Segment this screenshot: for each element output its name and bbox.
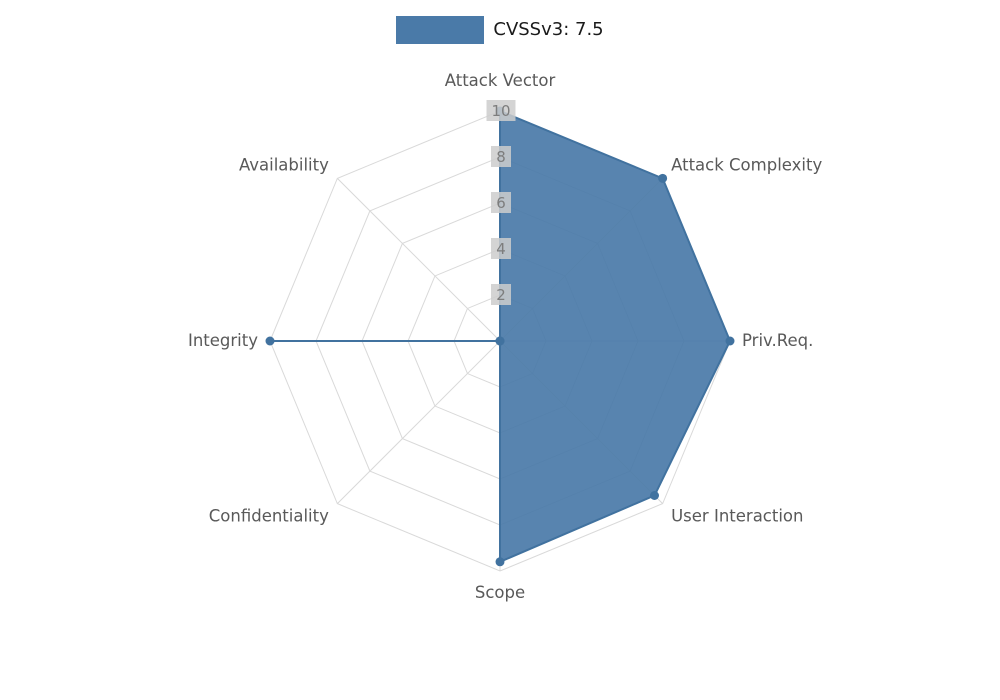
tick-backdrop	[491, 238, 511, 259]
tick-label: 4	[496, 240, 506, 258]
data-point[interactable]	[495, 557, 505, 567]
tick-label: 6	[496, 194, 506, 212]
data-point[interactable]	[265, 336, 275, 346]
tick-backdrop	[486, 100, 516, 121]
grid-spoke	[337, 340, 501, 504]
axis-label: Availability	[239, 156, 329, 175]
axis-label: Attack Vector	[445, 71, 556, 90]
tick-backdrop	[491, 284, 511, 305]
data-point[interactable]	[650, 491, 660, 501]
axis-label: Confidentiality	[209, 506, 329, 525]
legend-swatch-icon	[396, 16, 485, 44]
chart-legend[interactable]: CVSSv3: 7.5	[0, 16, 1000, 44]
axis-label: User Interaction	[671, 506, 803, 525]
tick-backdrop	[491, 146, 511, 167]
tick-label: 10	[491, 102, 510, 120]
data-point[interactable]	[658, 173, 668, 183]
tick-backdrop	[491, 192, 511, 213]
axis-label: Integrity	[188, 331, 258, 350]
legend-label: CVSSv3: 7.5	[493, 19, 604, 40]
axis-label: Priv.Req.	[742, 331, 813, 350]
data-point[interactable]	[725, 336, 735, 346]
axis-label: Attack Complexity	[671, 156, 822, 175]
tick-label: 2	[496, 286, 506, 304]
tick-label: 8	[496, 148, 506, 166]
axis-label: Scope	[475, 583, 525, 602]
data-point[interactable]	[495, 336, 505, 346]
grid-spoke	[337, 178, 501, 342]
